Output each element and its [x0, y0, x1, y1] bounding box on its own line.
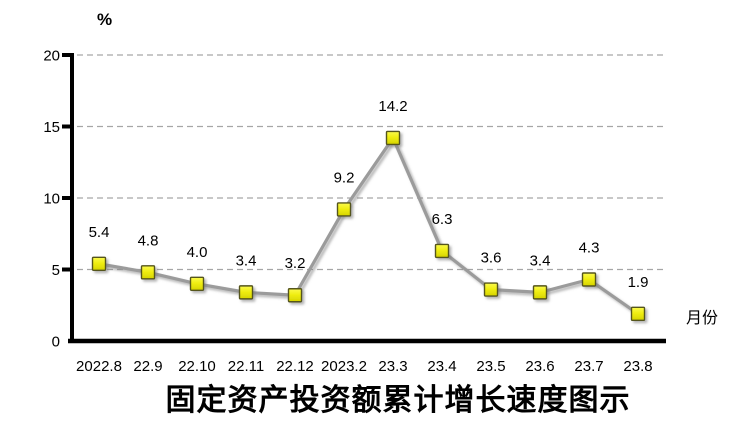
y-axis-tick-label: 5	[52, 262, 60, 279]
data-point-value-label: 9.2	[334, 169, 355, 186]
gridlines	[77, 54, 663, 271]
x-axis-tick-label: 22.11	[228, 358, 264, 375]
x-axis-tick-label: 22.10	[178, 358, 216, 375]
x-axis-tick-label: 22.12	[276, 358, 314, 375]
data-point-value-label: 3.6	[481, 250, 502, 267]
x-axis-title: 月份	[686, 310, 719, 327]
x-axis-tick-label: 23.6	[525, 358, 554, 375]
data-point-marker	[238, 285, 254, 300]
data-point-marker	[483, 282, 499, 297]
data-point-value-label: 14.2	[378, 98, 407, 115]
chart-title: 固定资产投资额累计增长速度图示	[165, 384, 631, 417]
data-point-marker	[189, 276, 205, 291]
x-axis-tick-label: 23.5	[476, 358, 505, 375]
x-axis-tick-label: 23.4	[427, 358, 456, 375]
data-point-marker	[91, 256, 107, 271]
data-point-value-label: 3.2	[285, 255, 306, 272]
data-point-value-label: 4.8	[138, 232, 159, 249]
data-point-marker	[287, 288, 303, 303]
data-point-value-label: 3.4	[236, 252, 257, 269]
x-axis-tick-label: 2022.8	[76, 358, 122, 375]
data-point-marker	[581, 272, 597, 287]
series-line	[98, 136, 639, 316]
data-point-value-label: 1.9	[628, 274, 649, 291]
x-axis-tick-label: 23.7	[574, 358, 603, 375]
y-axis-tick-label: 10	[43, 191, 60, 208]
y-axis-tick-label: 15	[43, 119, 60, 136]
data-point-marker	[434, 243, 450, 259]
axes	[62, 53, 666, 344]
data-point-marker	[336, 202, 352, 217]
data-point-value-label: 4.3	[579, 240, 600, 257]
y-axis-tick-label: 20	[43, 48, 60, 65]
data-point-marker	[385, 130, 401, 146]
data-series	[91, 130, 646, 322]
data-point-value-label: 6.3	[432, 211, 453, 228]
x-axis-tick-label: 23.3	[378, 358, 407, 375]
data-point-marker	[532, 285, 548, 300]
data-point-value-label: 3.4	[530, 252, 551, 269]
data-point-marker	[630, 306, 646, 322]
x-axis-tick-label: 2023.2	[321, 358, 367, 375]
x-axis-tick-label: 23.8	[623, 358, 652, 375]
data-point-marker	[140, 265, 156, 280]
data-point-value-label: 5.4	[89, 224, 110, 241]
y-axis-unit-label: %	[97, 10, 113, 29]
y-axis-tick-label: 0	[52, 334, 60, 351]
x-axis-tick-label: 22.9	[133, 358, 162, 375]
labels: 0 5 10 15 20 5.4 2022.8 4.8 22.9 4.0 22.10 3.4 22.11…	[43, 48, 652, 376]
data-point-value-label: 4.0	[187, 244, 208, 261]
